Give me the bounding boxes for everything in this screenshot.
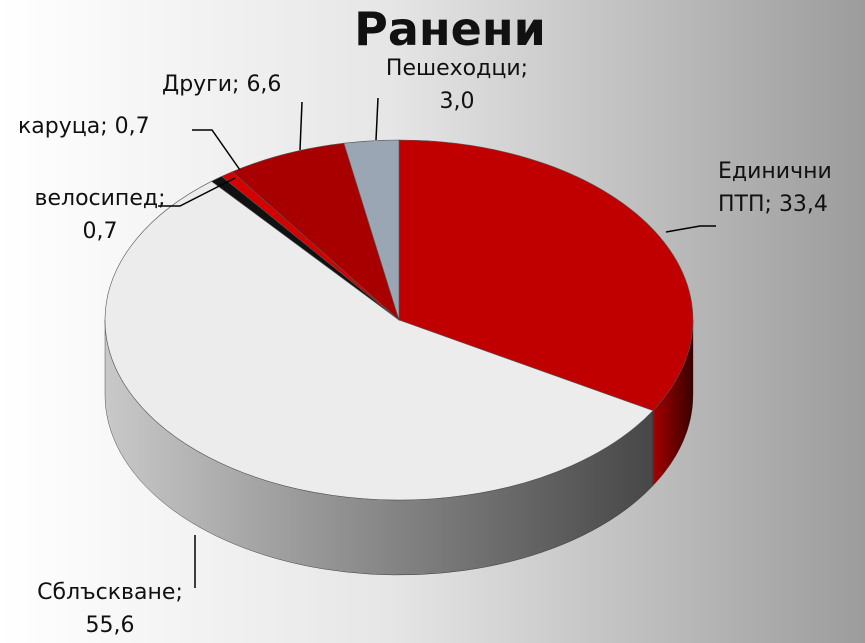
- data-label: Сблъскване; 55,6: [10, 576, 210, 642]
- chart-title: Ранени: [354, 2, 546, 56]
- label-category: Сблъскване: [37, 580, 176, 605]
- label-value: 3,0: [439, 89, 475, 114]
- slice: [231, 142, 400, 321]
- label-category: Други: [162, 72, 233, 97]
- label-value: 6,6: [246, 72, 282, 97]
- leader-line: [375, 97, 379, 141]
- data-label: каруца; 0,7: [18, 110, 150, 143]
- leader-line: [192, 129, 241, 171]
- label-separator: ;: [175, 580, 190, 605]
- label-category: Единични ПТП: [718, 159, 832, 217]
- data-label: Единични ПТП; 33,4: [718, 155, 865, 221]
- leader-line: [665, 225, 716, 233]
- slice-side-shade: [105, 320, 653, 575]
- label-category: Пешеходци: [385, 56, 521, 81]
- data-label: велосипед; 0,7: [25, 182, 175, 248]
- label-value: 0,7: [114, 114, 150, 139]
- data-label: Други; 6,6: [162, 68, 281, 101]
- slice: [104, 180, 654, 501]
- label-value: 0,7: [82, 219, 118, 244]
- label-separator: ;: [100, 114, 115, 139]
- slice-side-shade: [652, 320, 693, 486]
- label-category: велосипед: [34, 186, 159, 211]
- leader-line: [299, 101, 303, 151]
- data-label: Пешеходци; 3,0: [372, 52, 542, 118]
- label-separator: ;: [764, 192, 779, 217]
- slice: [343, 139, 400, 321]
- label-separator: ;: [158, 186, 173, 211]
- leader-line: [158, 177, 236, 207]
- label-value: 55,6: [85, 613, 135, 638]
- slice: [398, 139, 694, 412]
- label-value: 33,4: [778, 192, 828, 217]
- label-category: каруца: [18, 114, 101, 139]
- label-separator: ;: [232, 72, 247, 97]
- label-separator: ;: [520, 56, 536, 81]
